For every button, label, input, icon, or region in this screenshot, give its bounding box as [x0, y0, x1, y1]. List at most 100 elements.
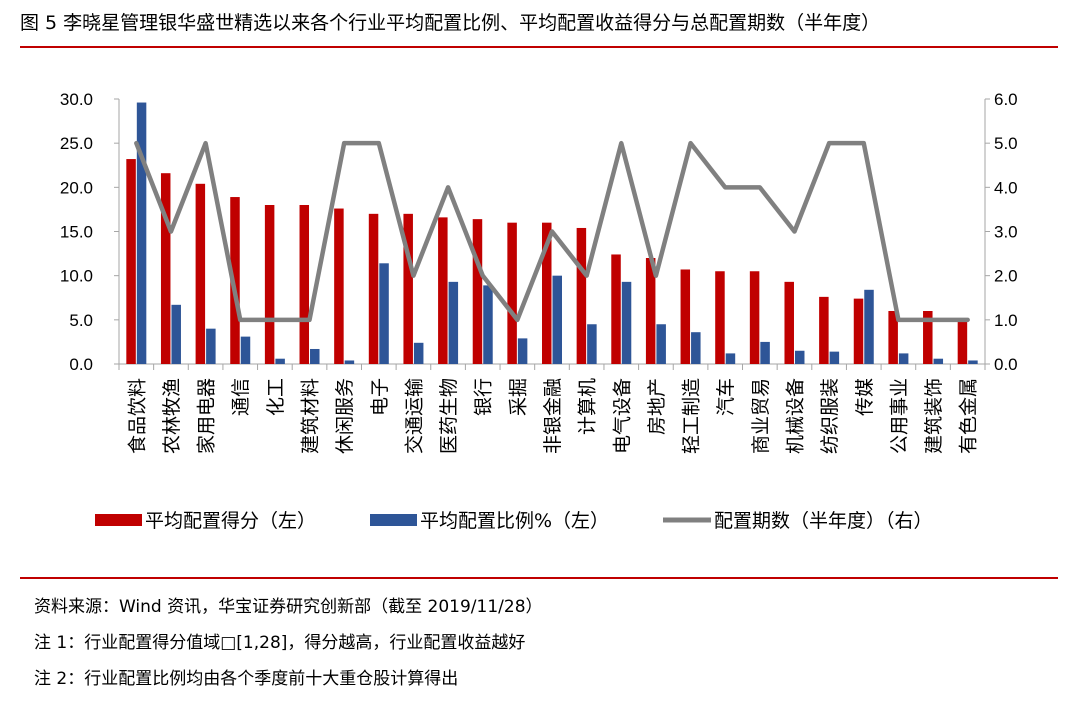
bar-ratio: [864, 289, 874, 364]
x-tick-label: 休闲服务: [334, 378, 356, 454]
bar-ratio: [691, 332, 701, 364]
bar-ratio: [587, 324, 597, 364]
legend-ratio-label: 平均配置比例%（左）: [420, 510, 609, 532]
bar-ratio: [448, 281, 459, 364]
bar-score: [542, 222, 552, 364]
line-layer: [134, 140, 970, 323]
x-tick-label: 食品饮料: [126, 378, 148, 454]
legend-ratio-swatch: [370, 514, 417, 526]
x-tick-label: 医药生物: [438, 378, 460, 454]
x-tick-label: 交通运输: [403, 378, 425, 454]
bar-score: [888, 311, 898, 364]
y-right-tick-label: 5.0: [994, 134, 1018, 153]
x-tick-label: 机械设备: [784, 378, 806, 454]
bar-score: [819, 296, 829, 364]
y-left-tick-label: 5.0: [69, 311, 93, 330]
bar-ratio: [621, 281, 632, 364]
y-left-tick-label: 10.0: [60, 267, 93, 286]
figure-title: 图 5 李晓星管理银华盛世精选以来各个行业平均配置比例、平均配置收益得分与总配置…: [20, 12, 881, 34]
bar-ratio: [725, 353, 736, 364]
bar-score: [264, 205, 275, 364]
bar-score: [645, 258, 656, 364]
bar-score: [126, 159, 136, 364]
bar-ratio: [483, 285, 493, 364]
bar-ratio: [656, 324, 666, 364]
bar-ratio: [933, 358, 944, 364]
bar-score: [368, 213, 379, 364]
bar-ratio: [794, 350, 805, 364]
bar-score: [230, 197, 240, 364]
bar-ratio: [552, 275, 562, 364]
y-left-tick-label: 25.0: [60, 134, 93, 153]
note-2: 注 2：行业配置比例均由各个季度前十大重仓股计算得出: [34, 669, 459, 689]
x-tick-label: 电气设备: [611, 378, 633, 454]
legend-score-swatch: [95, 514, 142, 526]
x-tick-label: 商业贸易: [750, 378, 772, 454]
bar-score: [472, 219, 483, 364]
x-tick-label: 房地产: [646, 378, 668, 435]
bar-score: [715, 271, 725, 364]
bar-score: [957, 319, 968, 364]
x-tick-label: 纺织服装: [819, 378, 841, 454]
bar-ratio: [240, 336, 251, 364]
x-tick-label: 农林牧渔: [161, 378, 183, 454]
bar-ratio: [829, 351, 840, 364]
x-tick-label: 家用电器: [196, 378, 218, 454]
bar-score: [853, 298, 864, 364]
bar-ratio: [760, 341, 770, 364]
bar-ratio: [968, 360, 978, 364]
y-right-tick-label: 2.0: [994, 267, 1018, 286]
legend-ratio: 平均配置比例%（左）: [370, 510, 609, 532]
bar-score: [611, 254, 621, 364]
x-tick-label: 通信: [230, 378, 252, 416]
y-right-tick-label: 4.0: [994, 178, 1018, 197]
x-tick-label: 采掘: [507, 378, 529, 416]
x-tick-label: 建筑材料: [300, 378, 322, 454]
y-left-tick-label: 30.0: [60, 90, 93, 109]
bar-score: [403, 213, 413, 364]
note-1: 注 1：行业配置得分值域□[1,28]，得分越高，行业配置收益越好: [34, 633, 526, 653]
x-tick-label: 公用事业: [888, 378, 910, 454]
bars-layer: [126, 102, 978, 365]
bar-score: [923, 311, 933, 364]
bar-score: [334, 208, 344, 364]
bar-ratio: [413, 342, 424, 364]
y-right-tick-label: 6.0: [994, 90, 1018, 109]
legend-periods-label: 配置期数（半年度）（右）: [714, 510, 933, 532]
legend-periods: 配置期数（半年度）（右）: [663, 510, 933, 532]
legend-score: 平均配置得分（左）: [95, 510, 316, 532]
source-note: 资料来源：Wind 资讯，华宝证券研究创新部（截至 2019/11/28）: [34, 597, 543, 617]
x-tick-label: 银行: [473, 378, 495, 416]
x-tick-label: 传媒: [854, 378, 876, 416]
bar-ratio: [898, 353, 909, 364]
bar-ratio: [344, 360, 355, 364]
y-right-tick-label: 1.0: [994, 311, 1018, 330]
y-right-tick-label: 3.0: [994, 223, 1018, 242]
axes-layer: 0.0 5.0 10.0 15.0 20.0 25.0 30.0 0.0 1.0 2.0 3.0 4.…: [60, 90, 1018, 374]
y-left-tick-label: 15.0: [60, 223, 93, 242]
x-tick-label: 有色金属: [958, 378, 980, 454]
y-left-tick-label: 0.0: [69, 355, 93, 374]
x-tick-label: 化工: [265, 378, 287, 416]
x-tick-label: 轻工制造: [681, 378, 703, 454]
bar-score: [507, 222, 517, 364]
bar-score: [195, 183, 206, 364]
x-tick-label: 计算机: [577, 378, 599, 435]
legend-score-label: 平均配置得分（左）: [145, 510, 316, 532]
bar-score: [680, 269, 691, 364]
bar-score: [299, 205, 310, 364]
y-left-tick-label: 20.0: [60, 178, 93, 197]
notes-rule: [20, 577, 1058, 579]
bar-ratio: [517, 338, 528, 364]
bar-ratio: [275, 358, 285, 364]
x-tick-label: 汽车: [715, 378, 737, 416]
bar-ratio: [379, 263, 389, 364]
combo-chart: 0.0 5.0 10.0 15.0 20.0 25.0 30.0 0.0 1.0 2.0 3.0 4.…: [60, 90, 1018, 532]
bar-score: [749, 271, 760, 364]
bar-ratio: [310, 348, 320, 364]
bar-ratio: [136, 102, 147, 365]
bar-score: [576, 227, 587, 364]
legend: 平均配置得分（左） 平均配置比例%（左） 配置期数（半年度）（右）: [95, 510, 933, 532]
bar-score: [438, 217, 448, 364]
bar-score: [784, 281, 794, 364]
